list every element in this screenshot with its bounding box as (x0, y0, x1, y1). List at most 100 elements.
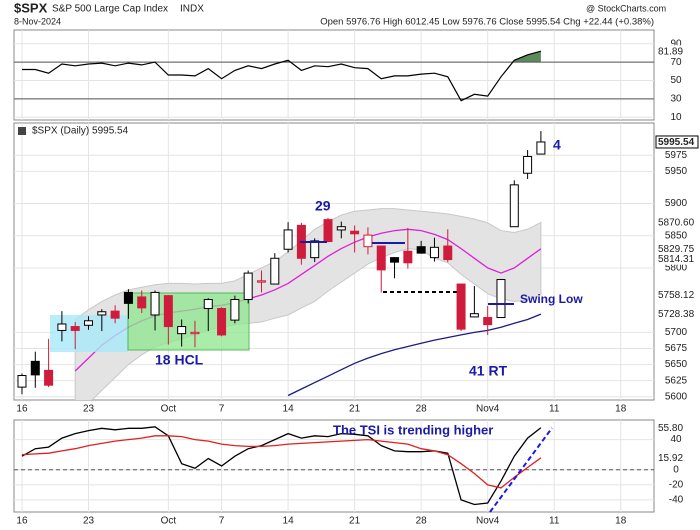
y-tick-label: 5600 (665, 391, 688, 402)
candle-body (536, 141, 546, 155)
candle-body (416, 246, 426, 254)
candle-body (243, 272, 253, 301)
y-tick-label: 30 (670, 94, 682, 105)
candle-body (177, 326, 187, 335)
end-label: 5995.54 (658, 137, 695, 148)
end-label-bg (656, 216, 698, 229)
y-tick-label: 50 (670, 75, 682, 86)
candle-body (376, 245, 386, 271)
trend-line (489, 427, 553, 513)
end-label-bg (655, 135, 699, 149)
x-tick-label: 11 (549, 404, 560, 415)
candle-body (137, 296, 147, 309)
x-tick-label: Oct (161, 516, 177, 527)
x-tick-label: 14 (283, 404, 295, 415)
end-label-bg (656, 288, 698, 301)
candle-body (523, 155, 533, 174)
x-tick-label: 21 (349, 516, 361, 527)
end-label: 5829.75 (658, 244, 695, 255)
x-tick-label: Oct (161, 404, 177, 415)
chart-title: $SPX (Daily) 5995.54 (32, 126, 129, 137)
end-label-bg (656, 308, 698, 321)
x-tick-label: 7 (219, 516, 225, 527)
candle-body (429, 246, 439, 259)
y-tick-label: 40 (670, 434, 682, 445)
y-tick-label: 5900 (665, 198, 688, 209)
index-name: S&P 500 Large Cap Index (52, 4, 168, 15)
y-tick-label: -40 (669, 495, 684, 506)
tsi-line (21, 435, 542, 489)
candle-body (44, 369, 54, 386)
end-label: 15.92 (658, 453, 683, 464)
x-tick-label: 7 (219, 404, 225, 415)
symbol: $SPX (14, 0, 48, 15)
candle-body (336, 226, 346, 231)
x-tick-label: 23 (83, 404, 95, 415)
candle-body (443, 245, 453, 261)
candle-body (403, 250, 413, 264)
candle-body (110, 310, 120, 319)
x-tick-label: 16 (16, 404, 28, 415)
title-icon (18, 127, 26, 135)
candle-body (163, 295, 173, 328)
candle-body (509, 184, 519, 228)
end-label: 81.89 (658, 46, 683, 57)
end-label: 5870.60 (658, 218, 695, 229)
candle-body (30, 360, 40, 376)
y-tick-label: 0 (673, 464, 679, 475)
y-tick-label: 10 (670, 112, 682, 123)
candle-body (217, 308, 227, 336)
y-tick-label: 5625 (665, 375, 688, 386)
candle-body (483, 317, 493, 326)
end-label-bg (656, 45, 698, 58)
candle-body (323, 219, 333, 243)
candle-body (57, 323, 67, 331)
annotation: The TSI is trending higher (333, 422, 493, 437)
y-tick-label: 5975 (665, 150, 688, 161)
moving-average (287, 313, 542, 397)
annotation: 29 (315, 198, 331, 214)
candle-body (496, 279, 506, 319)
source: @ StockCharts.com (586, 3, 666, 13)
panel-frame (13, 29, 655, 121)
candle-body (123, 291, 133, 304)
candle-body (270, 257, 280, 285)
candle-body (469, 313, 479, 318)
oscillator-line (22, 50, 542, 102)
tsi-line (21, 426, 542, 506)
x-tick-label: 23 (83, 516, 95, 527)
end-label-bg (656, 451, 698, 464)
date: 8-Nov-2024 (14, 16, 61, 26)
x-tick-label: Nov4 (476, 404, 500, 415)
highlight-box (127, 292, 250, 351)
candle-body (256, 280, 266, 283)
candle-body (283, 229, 293, 250)
end-label: 5728.38 (658, 309, 695, 320)
x-tick-label: 21 (349, 404, 361, 415)
end-label: 55.80 (658, 423, 683, 434)
x-tick-label: Nov4 (476, 516, 500, 527)
y-tick-label: 5850 (665, 230, 688, 241)
candle-body (363, 234, 373, 248)
end-label-bg (656, 252, 698, 265)
end-label-bg (656, 242, 698, 255)
candle-body (70, 326, 80, 331)
y-tick-label: 5675 (665, 343, 688, 354)
quote: Open 5976.76 High 6012.45 Low 5976.76 Cl… (320, 17, 654, 28)
y-tick-label: 90 (670, 38, 682, 49)
annotation: 18 HCL (155, 352, 204, 368)
exchange: INDX (180, 4, 204, 15)
y-tick-label: 5800 (665, 263, 688, 274)
annotation: 41 RT (469, 363, 508, 379)
y-tick-label: 5950 (665, 166, 688, 177)
x-tick-label: 14 (283, 516, 295, 527)
x-tick-label: 18 (615, 516, 627, 527)
x-tick-label: 11 (549, 516, 560, 527)
candle-body (84, 320, 94, 326)
candle-body (310, 240, 320, 259)
y-tick-label: 5650 (665, 359, 688, 370)
candle-body (390, 257, 400, 263)
x-tick-label: 18 (615, 404, 627, 415)
